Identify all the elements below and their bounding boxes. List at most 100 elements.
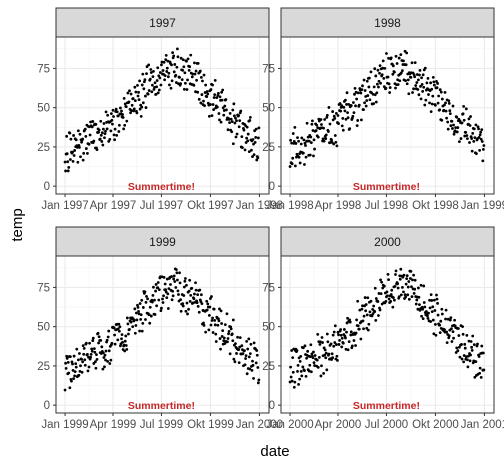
data-point <box>229 117 233 121</box>
data-point <box>313 147 316 151</box>
data-point <box>482 144 486 147</box>
data-point <box>250 148 253 152</box>
data-point <box>63 388 67 392</box>
data-point <box>257 126 261 130</box>
data-point <box>336 358 339 362</box>
data-point <box>371 92 375 96</box>
annotation-label: Summertime! <box>128 181 195 193</box>
x-tick-label: Okt 1999 <box>187 419 234 431</box>
data-point <box>440 307 444 311</box>
data-point <box>213 79 217 82</box>
data-point <box>477 136 481 139</box>
data-point <box>103 132 107 136</box>
data-point <box>94 360 97 364</box>
data-point <box>231 339 235 343</box>
data-point <box>156 91 160 95</box>
data-point <box>233 360 237 364</box>
data-point <box>256 136 260 140</box>
data-point <box>88 133 92 137</box>
data-point <box>405 274 409 278</box>
data-point <box>374 74 378 78</box>
data-point <box>311 119 314 123</box>
data-point <box>461 332 465 336</box>
data-point <box>87 355 90 359</box>
data-point <box>334 343 338 346</box>
data-point <box>208 305 212 309</box>
data-point <box>66 169 70 173</box>
data-point <box>360 118 363 122</box>
data-point <box>339 328 343 331</box>
data-point <box>377 314 380 317</box>
data-point <box>332 330 336 334</box>
data-point <box>360 307 364 311</box>
data-point <box>202 73 206 77</box>
data-point <box>185 283 188 287</box>
data-point <box>217 91 220 95</box>
data-point <box>154 289 157 293</box>
data-point <box>65 134 69 138</box>
data-point <box>402 59 405 63</box>
data-point <box>159 83 163 87</box>
data-point <box>160 275 164 279</box>
data-point <box>404 63 408 67</box>
data-point <box>148 321 152 325</box>
data-point <box>84 341 88 345</box>
data-point <box>364 104 368 108</box>
data-point <box>328 122 332 126</box>
data-point <box>188 65 192 69</box>
data-point <box>193 72 197 76</box>
data-point <box>256 381 260 385</box>
data-point <box>447 334 451 338</box>
data-point <box>83 127 87 131</box>
data-point <box>104 129 107 133</box>
data-point <box>356 91 360 95</box>
data-point <box>292 385 296 389</box>
data-point <box>448 112 452 116</box>
data-point <box>349 330 353 334</box>
data-point <box>366 94 370 97</box>
x-tick-label: Okt 1998 <box>412 200 459 212</box>
data-point <box>465 358 469 362</box>
data-point <box>452 123 455 127</box>
data-point <box>319 340 322 344</box>
data-point <box>230 130 234 134</box>
data-point <box>224 98 228 101</box>
data-point <box>393 284 397 288</box>
data-point <box>228 121 231 125</box>
data-point <box>452 132 456 136</box>
data-point <box>297 139 300 143</box>
data-point <box>68 355 72 359</box>
data-point <box>321 137 325 141</box>
data-point <box>395 62 399 65</box>
data-point <box>438 108 442 112</box>
data-point <box>228 111 232 115</box>
data-point <box>365 79 369 83</box>
data-point <box>448 318 452 322</box>
data-point <box>219 120 223 124</box>
data-point <box>341 341 345 345</box>
data-point <box>387 82 391 86</box>
data-point <box>186 312 189 316</box>
data-point <box>64 169 67 173</box>
data-point <box>106 113 110 117</box>
data-point <box>164 288 168 292</box>
data-point <box>422 85 426 89</box>
data-point <box>210 295 213 298</box>
data-point <box>170 275 173 278</box>
data-point <box>377 292 381 295</box>
data-point <box>346 348 350 352</box>
data-point <box>220 334 224 338</box>
data-point <box>348 318 352 322</box>
data-point <box>65 152 69 156</box>
data-point <box>462 360 466 364</box>
data-point <box>428 101 431 105</box>
data-point <box>239 109 243 113</box>
data-point <box>231 142 235 146</box>
data-point <box>357 327 361 331</box>
data-point <box>316 365 320 369</box>
data-point <box>181 302 185 306</box>
data-point <box>299 369 303 373</box>
data-point <box>397 295 401 299</box>
x-tick-label: Jan 2000 <box>236 419 283 431</box>
